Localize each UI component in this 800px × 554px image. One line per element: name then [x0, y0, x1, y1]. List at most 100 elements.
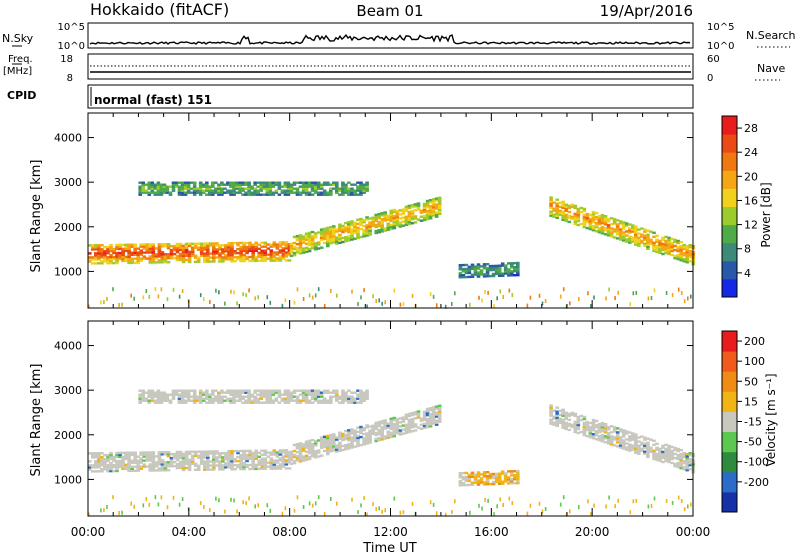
power-cell: [513, 274, 517, 277]
velocity-cell: [353, 401, 357, 404]
velocity-cell: [368, 431, 372, 434]
power-cell: [94, 256, 98, 259]
power-cell: [491, 264, 496, 268]
power-cell: [377, 223, 381, 226]
power-cell: [272, 243, 277, 246]
power-cell: [631, 226, 635, 229]
power-cell: [227, 246, 231, 249]
colorbar-tick-label: 8: [744, 243, 751, 256]
velocity-cell: [377, 428, 381, 432]
velocity-cell: [295, 399, 300, 402]
velocity-cell: [168, 399, 173, 402]
power-cell: [292, 241, 297, 245]
power-cell: [157, 253, 162, 256]
velocity-cell: [229, 397, 233, 400]
velocity-cell: [97, 464, 101, 467]
power-cell: [322, 237, 327, 241]
power-cell: [263, 241, 268, 244]
velocity-cell: [338, 397, 342, 400]
power-cell: [103, 250, 107, 253]
power-cell: [263, 243, 268, 246]
velocity-cell: [180, 389, 185, 392]
power-cell: [350, 191, 354, 194]
velocity-cell: [192, 401, 197, 404]
velocity-cell: [573, 430, 578, 434]
power-cell: [184, 242, 189, 246]
velocity-cell: [488, 476, 493, 480]
velocity-cell: [118, 453, 122, 457]
velocity-cell: [682, 453, 686, 457]
velocity-cell: [156, 393, 161, 396]
velocity-cell: [295, 445, 300, 448]
velocity-cell: [389, 425, 394, 429]
power-cell: [413, 221, 418, 224]
power-cell: [289, 189, 294, 192]
power-cell: [301, 237, 306, 240]
velocity-cell: [174, 393, 179, 396]
power-cell: [298, 246, 303, 249]
power-cell: [353, 221, 357, 224]
velocity-cell: [201, 397, 206, 400]
power-cell: [371, 216, 375, 219]
velocity-cell: [679, 448, 683, 452]
power-cell: [141, 191, 145, 194]
velocity-cell: [582, 423, 587, 427]
velocity-cell: [374, 439, 378, 443]
power-cell: [169, 253, 174, 256]
power-cell: [127, 247, 131, 250]
power-cell: [612, 222, 617, 225]
velocity-cell: [190, 458, 195, 461]
power-cell: [365, 181, 369, 184]
power-cell: [341, 191, 345, 194]
velocity-cell: [271, 399, 276, 402]
power-cell: [97, 262, 101, 265]
velocity-cell: [425, 407, 430, 411]
power-cell: [338, 235, 342, 238]
velocity-cell: [168, 393, 173, 396]
velocity-cell: [184, 456, 189, 460]
power-cell: [121, 302, 123, 307]
power-cell: [377, 229, 381, 232]
velocity-cell: [209, 464, 213, 467]
velocity-cell: [287, 461, 292, 464]
power-cell: [203, 297, 205, 302]
power-cell: [148, 251, 153, 254]
velocity-cell: [341, 401, 345, 404]
velocity-cell: [199, 452, 204, 455]
velocity-cell: [232, 401, 236, 404]
velocity-cell: [362, 443, 366, 446]
velocity-cell: [295, 397, 300, 400]
velocity-cell: [236, 464, 240, 467]
power-cell: [307, 235, 312, 239]
power-cell: [624, 240, 629, 243]
power-cell: [428, 215, 433, 218]
velocity-cell: [124, 455, 128, 458]
velocity-cell: [410, 430, 415, 433]
velocity-cell: [428, 423, 433, 426]
velocity-cell: [163, 465, 168, 468]
power-cell: [287, 259, 292, 262]
power-cell: [609, 231, 614, 234]
velocity-cell: [301, 391, 306, 394]
power-cell: [688, 256, 693, 259]
power-cell: [467, 265, 472, 269]
velocity-cell: [109, 463, 113, 467]
power-cell: [195, 189, 200, 192]
power-cell: [265, 183, 270, 186]
power-cell: [230, 242, 234, 245]
power-cell: [425, 211, 430, 215]
velocity-cell: [112, 463, 116, 467]
velocity-cell: [145, 459, 150, 462]
velocity-cell: [365, 438, 369, 441]
power-cell: [392, 224, 397, 228]
power-cell: [192, 181, 197, 184]
velocity-cell: [91, 452, 95, 455]
power-cell: [184, 244, 189, 248]
velocity-cell: [316, 389, 321, 392]
power-cell: [549, 196, 553, 199]
velocity-cell: [174, 389, 179, 392]
velocity-cell: [103, 468, 107, 471]
velocity-cell: [238, 397, 242, 400]
power-cell: [326, 191, 330, 194]
velocity-cell: [344, 429, 348, 433]
